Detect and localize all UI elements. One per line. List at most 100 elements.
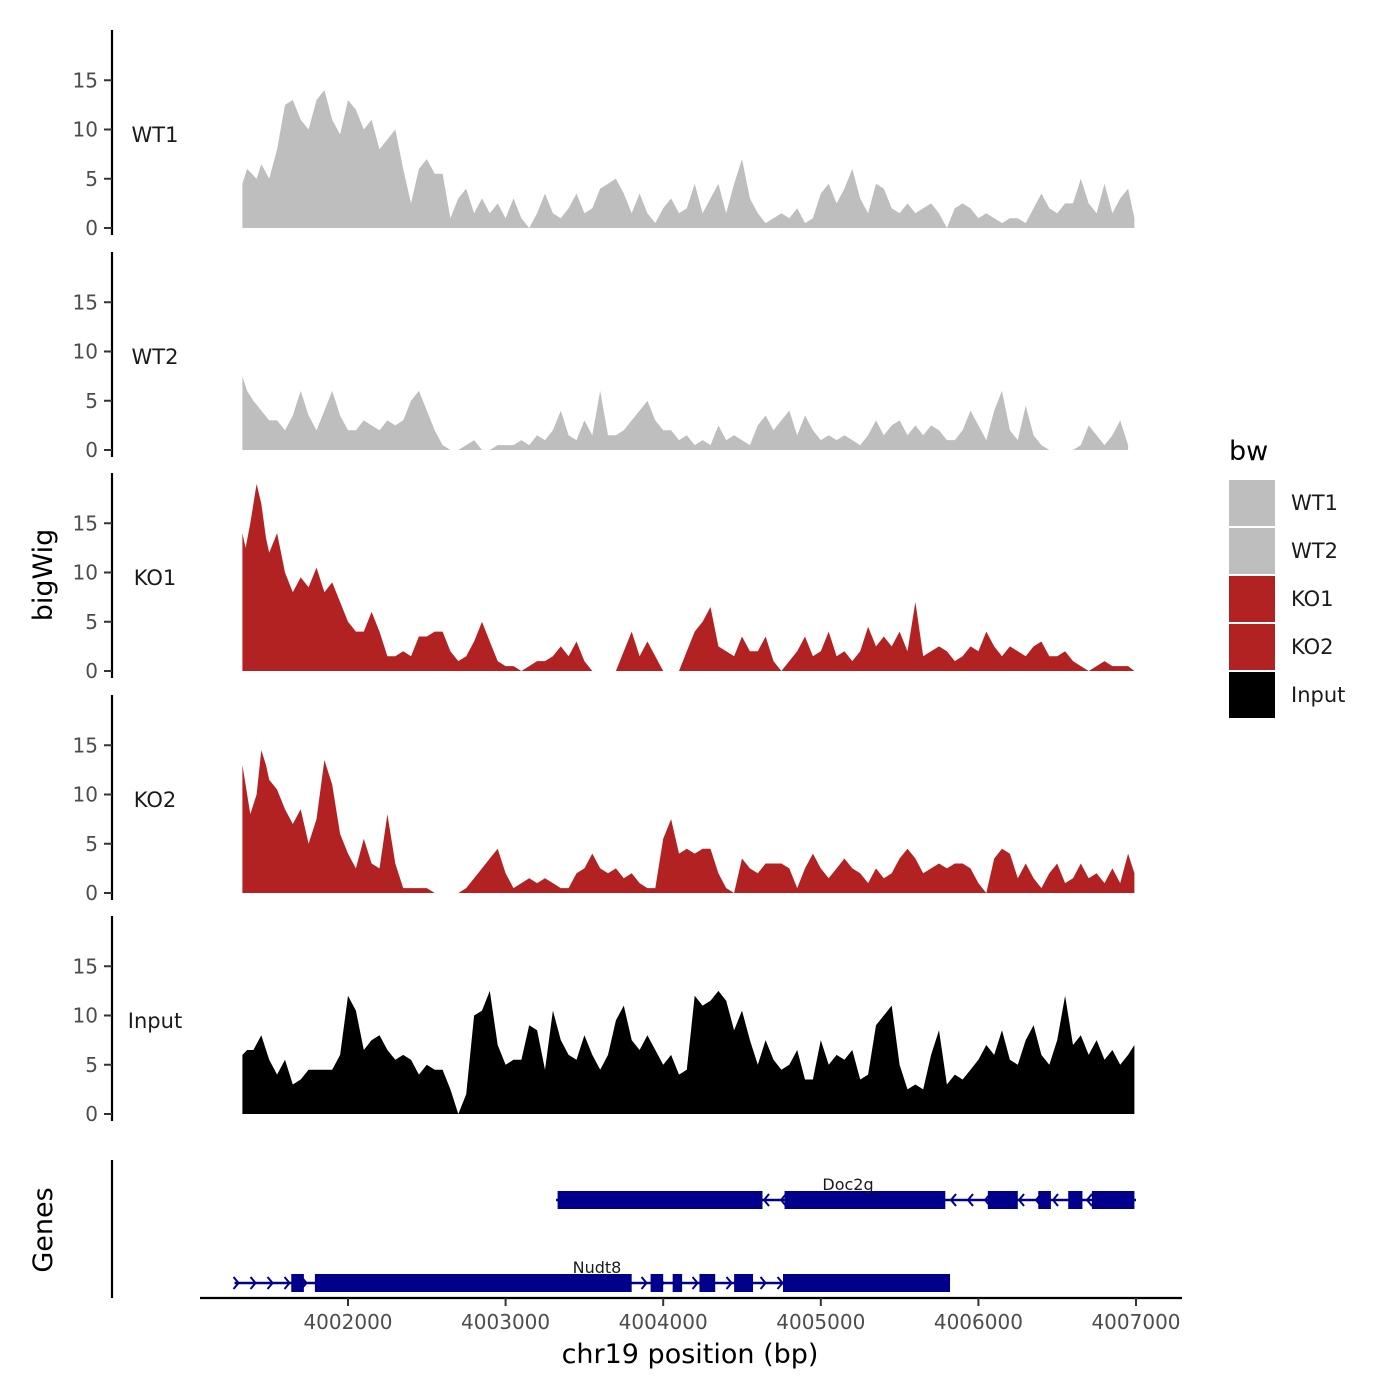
y-tick-label: 0	[85, 881, 98, 905]
coverage-tracks: 0 5 10 15 WT1 0 5 10 15 WT2 0 5 10 15 KO1 0 5 10 15 KO2 0 5 10…	[73, 30, 1135, 1126]
y-tick-label: 5	[85, 610, 98, 634]
legend-label: WT1	[1291, 491, 1338, 515]
gene-exon	[734, 1274, 754, 1292]
y-tick-label: 5	[85, 1053, 98, 1077]
legend-swatch	[1229, 480, 1275, 526]
gene-label: Nudt8	[573, 1258, 622, 1277]
y-tick-label: 10	[73, 118, 98, 142]
y-tick-label: 15	[73, 954, 98, 978]
strand-arrow	[776, 1276, 784, 1290]
y-tick-label: 15	[73, 290, 98, 314]
track-name-label: WT1	[132, 123, 179, 147]
y-tick-label: 10	[73, 340, 98, 364]
gene-exon	[784, 1191, 946, 1209]
track-wt2: 0 5 10 15 WT2	[73, 252, 1129, 462]
legend-entry-input: Input	[1229, 672, 1345, 718]
x-tick-label: 4005000	[776, 1310, 865, 1334]
y-tick-label: 0	[85, 216, 98, 240]
legend: bw WT1 WT2 KO1 KO2 Input	[1229, 436, 1345, 718]
x-axis: 4002000 4003000 4004000 4005000 4006000 40070…	[200, 1296, 1182, 1370]
y-tick-label: 5	[85, 832, 98, 856]
y-tick-label: 15	[73, 511, 98, 535]
strand-arrow	[966, 1193, 974, 1207]
track-input: 0 5 10 15 Input	[73, 916, 1135, 1126]
strand-arrow	[266, 1276, 274, 1290]
genes-axis-title: Genes	[28, 1187, 59, 1272]
legend-label: KO1	[1291, 587, 1334, 611]
legend-swatch	[1229, 672, 1275, 718]
legend-entry-wt2: WT2	[1229, 528, 1338, 574]
strand-arrow	[762, 1193, 770, 1207]
gene-exon	[650, 1274, 664, 1292]
track-name-label: Input	[128, 1009, 182, 1033]
strand-arrow	[283, 1276, 291, 1290]
y-tick-label: 15	[73, 68, 98, 92]
x-tick-label: 4004000	[619, 1310, 708, 1334]
strand-arrow	[759, 1276, 767, 1290]
legend-swatch	[1229, 528, 1275, 574]
strand-arrow	[1051, 1193, 1059, 1207]
gene-doc2g: Doc2g	[556, 1175, 1136, 1209]
gene-exon	[672, 1274, 683, 1292]
legend-entries: WT1 WT2 KO1 KO2 Input	[1229, 480, 1345, 718]
track-name-label: WT2	[132, 345, 179, 369]
y-tick-label: 10	[73, 783, 98, 807]
track-wt1: 0 5 10 15 WT1	[73, 30, 1135, 240]
gene-exon	[557, 1191, 763, 1209]
legend-label: WT2	[1291, 539, 1338, 563]
track-ko1: 0 5 10 15 KO1	[73, 473, 1135, 683]
x-axis-ticks: 4002000 4003000 4004000 4005000 4006000 40070…	[303, 1298, 1181, 1334]
strand-arrow	[640, 1276, 648, 1290]
coverage-area-ko2	[242, 750, 1135, 893]
x-tick-label: 4006000	[934, 1310, 1023, 1334]
legend-swatch	[1229, 624, 1275, 670]
gene-nudt8: Nudt8	[232, 1258, 951, 1292]
y-tick-label: 10	[73, 561, 98, 585]
y-tick-label: 15	[73, 733, 98, 757]
gene-exon	[782, 1274, 951, 1292]
track-name-label: KO1	[134, 566, 177, 590]
gene-exon	[1091, 1191, 1135, 1209]
x-tick-label: 4007000	[1091, 1310, 1180, 1334]
strand-arrow	[249, 1276, 257, 1290]
track-name-label: KO2	[134, 788, 177, 812]
legend-swatch	[1229, 576, 1275, 622]
gene-models: Doc2g Nudt8	[232, 1175, 1136, 1292]
x-tick-label: 4002000	[303, 1310, 392, 1334]
y-tick-label: 0	[85, 659, 98, 683]
gene-label: Doc2g	[822, 1175, 873, 1194]
gene-exon	[699, 1274, 716, 1292]
strand-arrow	[1085, 1193, 1093, 1207]
coverage-area-wt2	[242, 376, 1129, 450]
track-ko2: 0 5 10 15 KO2	[73, 695, 1135, 905]
coverage-area-wt1	[242, 90, 1135, 228]
y-tick-label: 0	[85, 1102, 98, 1126]
legend-entry-ko2: KO2	[1229, 624, 1334, 670]
y-axis-title: bigWig	[28, 529, 59, 622]
strand-arrow	[232, 1276, 240, 1290]
y-tick-label: 0	[85, 438, 98, 462]
gene-exon	[1038, 1191, 1051, 1209]
gene-exon	[314, 1274, 632, 1292]
gene-exon	[291, 1274, 304, 1292]
coverage-area-ko1	[242, 483, 1135, 671]
strand-arrow	[1017, 1193, 1025, 1207]
legend-label: Input	[1291, 683, 1345, 707]
legend-title: bw	[1229, 436, 1268, 467]
legend-entry-wt1: WT1	[1229, 480, 1338, 526]
strand-arrow	[691, 1276, 699, 1290]
genes-panel: Genes Doc2g Nudt8	[28, 1160, 1136, 1298]
strand-arrow	[949, 1193, 957, 1207]
gene-exon	[1068, 1191, 1083, 1209]
strand-arrow	[725, 1276, 733, 1290]
y-tick-label: 5	[85, 389, 98, 413]
legend-entry-ko1: KO1	[1229, 576, 1334, 622]
x-tick-label: 4003000	[461, 1310, 550, 1334]
strand-arrow	[779, 1193, 787, 1207]
x-axis-title: chr19 position (bp)	[562, 1339, 819, 1370]
legend-label: KO2	[1291, 635, 1334, 659]
gene-exon	[987, 1191, 1018, 1209]
y-tick-label: 10	[73, 1004, 98, 1028]
y-tick-label: 5	[85, 167, 98, 191]
